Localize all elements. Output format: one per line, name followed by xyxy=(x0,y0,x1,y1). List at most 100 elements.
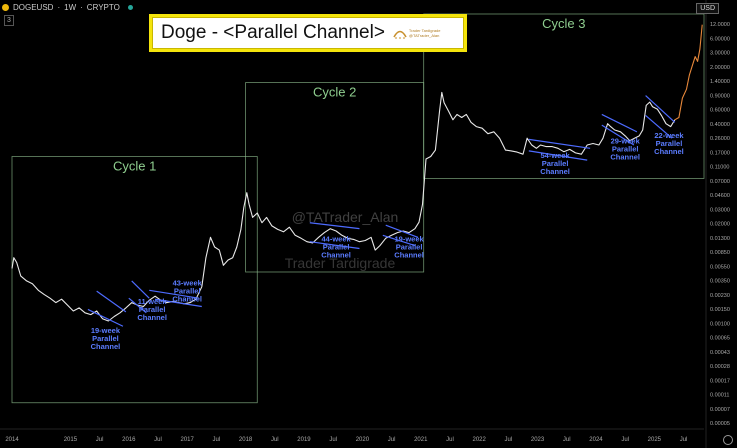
cycle-box xyxy=(11,156,258,404)
x-tick-label: 2017 xyxy=(181,437,195,443)
y-tick-label: 1.40000 xyxy=(710,79,730,85)
y-tick-label: 12.0000 xyxy=(710,22,730,28)
parallel-channel-line[interactable] xyxy=(528,138,591,149)
parallel-channel-line[interactable] xyxy=(309,241,360,250)
y-tick-label: 0.26000 xyxy=(710,136,730,142)
channel-annotation-line: Parallel xyxy=(542,159,569,168)
channel-annotation-line: Channel xyxy=(172,295,202,304)
y-tick-label: 0.00100 xyxy=(710,321,730,327)
doge-coin-icon xyxy=(2,3,9,11)
y-tick-label: 0.00017 xyxy=(710,378,730,384)
y-tick-label: 0.00150 xyxy=(710,307,730,313)
cycle-box xyxy=(423,13,705,179)
x-tick-label: Jul xyxy=(446,437,454,443)
market-status-icon xyxy=(127,4,133,10)
x-tick-label: Jul xyxy=(154,437,162,443)
parallel-channel-line[interactable] xyxy=(601,124,635,146)
parallel-channel-line[interactable] xyxy=(87,308,124,327)
channel-annotation: 54-week Parallel Channel xyxy=(540,151,570,176)
x-tick-label: Jul xyxy=(621,437,629,443)
channel-annotation-line: Channel xyxy=(540,167,570,176)
parallel-channel-line[interactable] xyxy=(309,222,360,230)
channel-annotation: 29-week Parallel Channel xyxy=(610,136,640,161)
symbol-name[interactable]: DOGEUSD xyxy=(13,2,54,12)
channel-annotation-line: Parallel xyxy=(323,243,350,252)
parallel-channel-line[interactable] xyxy=(528,150,588,161)
interval[interactable]: 1W xyxy=(64,2,77,12)
parallel-channel-line[interactable] xyxy=(645,114,673,139)
y-tick-label: 0.04600 xyxy=(710,193,730,199)
channel-annotation: 19-week Parallel Channel xyxy=(91,326,121,351)
y-tick-label: 0.90000 xyxy=(710,93,730,99)
y-tick-label: 0.07000 xyxy=(710,179,730,185)
x-tick-label: Jul xyxy=(388,437,396,443)
x-tick-label: 2024 xyxy=(589,437,603,443)
y-tick-label: 0.00850 xyxy=(710,250,730,256)
brand-logo: Trader Tardigrade @TATrader_Alan xyxy=(393,26,441,40)
channel-annotation-line: 29-week xyxy=(611,136,641,145)
y-tick-label: 0.01300 xyxy=(710,236,730,242)
parallel-channel-line[interactable] xyxy=(149,289,199,299)
title-banner: Doge - <Parallel Channel> Trader Tardigr… xyxy=(149,14,467,52)
channel-annotation: 43-week Parallel Channel xyxy=(172,279,202,304)
y-tick-label: 0.00350 xyxy=(710,279,730,285)
y-tick-label: 0.00007 xyxy=(710,407,730,413)
channel-annotation-line: Parallel xyxy=(656,139,683,148)
watermark-brand: Trader Tardigrade xyxy=(285,255,396,271)
y-tick-label: 0.00043 xyxy=(710,350,730,356)
currency-selector[interactable]: USD xyxy=(696,3,719,14)
channel-annotation-line: Channel xyxy=(610,152,640,161)
cycle-label: Cycle 3 xyxy=(542,16,585,31)
y-tick-label: 0.00028 xyxy=(710,364,730,370)
parallel-channel-line[interactable] xyxy=(382,234,416,247)
channel-annotation-line: Parallel xyxy=(174,287,201,296)
cycle-label: Cycle 1 xyxy=(113,159,156,174)
parallel-channel-line[interactable] xyxy=(154,298,202,308)
parallel-channel-line[interactable] xyxy=(601,113,638,133)
channel-annotation-line: 19-week xyxy=(395,235,425,244)
channel-annotation-line: 19-week xyxy=(91,326,121,335)
x-tick-label: 2023 xyxy=(531,437,545,443)
channel-annotation-line: 54-week xyxy=(540,151,570,160)
channel-annotation-line: Channel xyxy=(91,342,121,351)
parallel-channel-line[interactable] xyxy=(645,95,676,123)
channel-annotation-line: Parallel xyxy=(92,334,119,343)
y-tick-label: 0.00230 xyxy=(710,293,730,299)
y-tick-label: 2.00000 xyxy=(710,65,730,71)
channel-annotation-line: Channel xyxy=(321,251,351,260)
y-tick-label: 0.00550 xyxy=(710,264,730,270)
x-tick-label: Jul xyxy=(563,437,571,443)
y-tick-label: 3.00000 xyxy=(710,51,730,57)
x-tick-label: 2020 xyxy=(356,437,370,443)
parallel-channel-line[interactable] xyxy=(385,224,419,238)
y-tick-label: 0.60000 xyxy=(710,108,730,114)
symbol-header: DOGEUSD · 1W · CRYPTO xyxy=(0,0,133,14)
channel-annotation-line: Parallel xyxy=(612,144,639,153)
parallel-channel-line[interactable] xyxy=(96,290,127,313)
watermark-handle: @TATrader_Alan xyxy=(292,209,399,225)
separator: · xyxy=(80,2,83,12)
cycle-label: Cycle 2 xyxy=(313,85,356,100)
exchange: CRYPTO xyxy=(86,2,120,12)
price-series-line xyxy=(11,91,676,322)
y-tick-label: 0.17000 xyxy=(710,150,730,156)
settings-gear-icon[interactable] xyxy=(723,435,733,445)
channel-annotation: 22-week Parallel Channel xyxy=(654,131,684,156)
channel-annotation-line: 22-week xyxy=(654,131,684,140)
y-tick-label: 0.02000 xyxy=(710,222,730,228)
parallel-channel-line[interactable] xyxy=(128,297,147,314)
x-tick-label: Jul xyxy=(680,437,688,443)
recent-price-series-line xyxy=(674,24,703,121)
x-tick-label: 2015 xyxy=(64,437,78,443)
parallel-channel-line[interactable] xyxy=(131,280,150,299)
channel-annotation-line: 44-week xyxy=(322,235,352,244)
channel-annotation: 11-week Parallel Channel xyxy=(137,297,167,322)
indicator-count-badge[interactable]: 3 xyxy=(4,15,14,26)
y-tick-label: 0.00065 xyxy=(710,336,730,342)
channel-annotation-line: Channel xyxy=(654,147,684,156)
x-tick-label: 2022 xyxy=(472,437,486,443)
x-tick-label: Jul xyxy=(505,437,513,443)
x-tick-label: Jul xyxy=(96,437,104,443)
channel-annotation-line: Parallel xyxy=(396,243,423,252)
